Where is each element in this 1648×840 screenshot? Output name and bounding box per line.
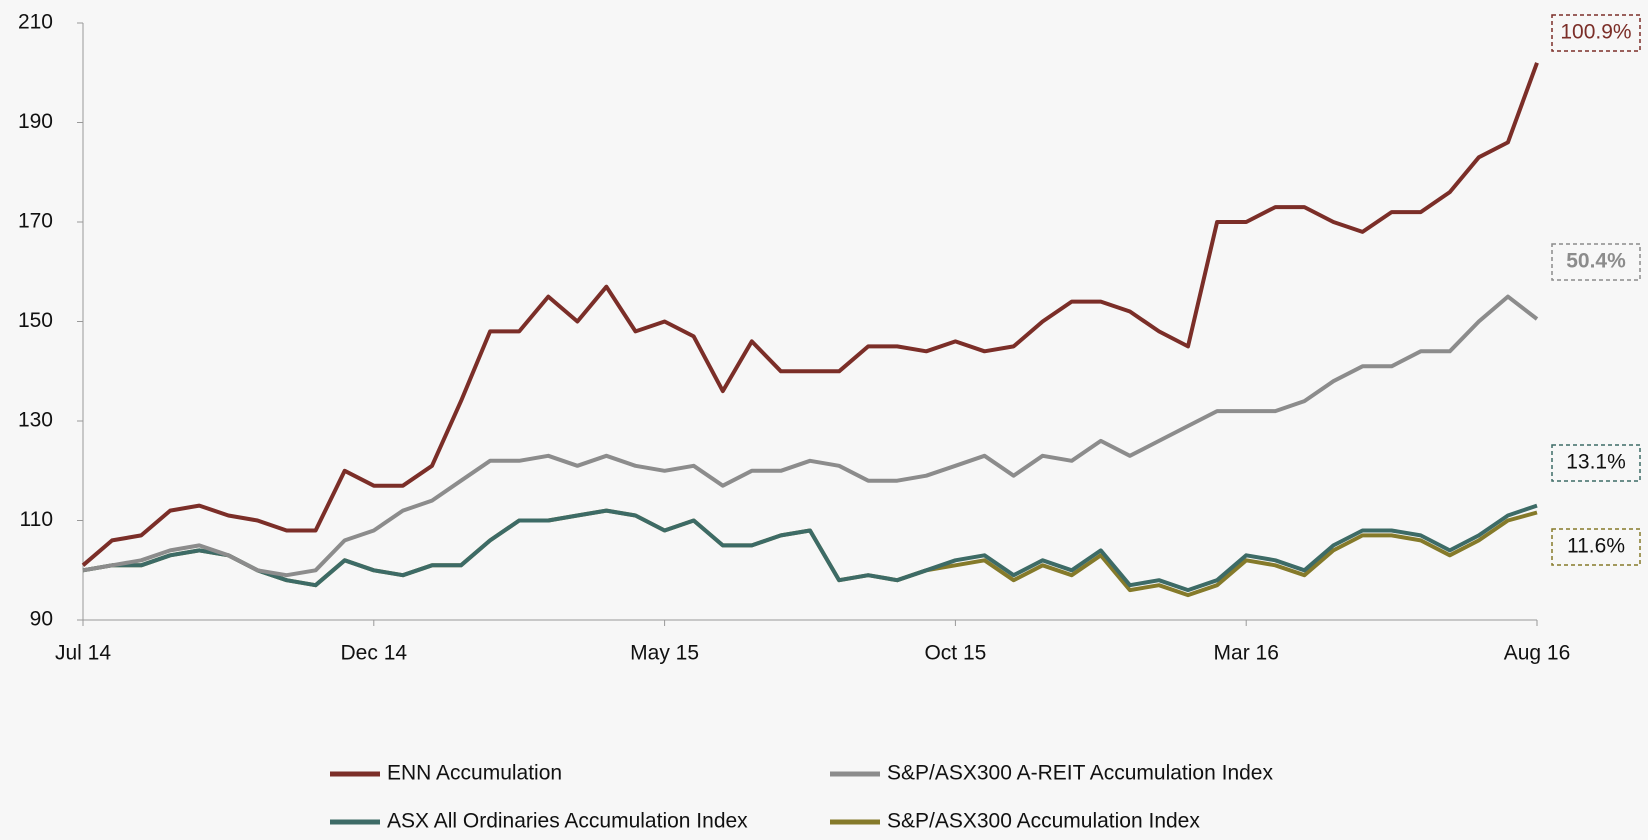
x-tick-label: May 15 [630, 642, 699, 665]
y-tick-label: 150 [18, 309, 53, 332]
x-tick-label: Dec 14 [341, 642, 408, 665]
series-line [82, 294, 1539, 578]
legend-label: S&P/ASX300 Accumulation Index [887, 810, 1200, 833]
end-label-box [1551, 14, 1641, 52]
end-label-box [1551, 444, 1641, 482]
legend-label: S&P/ASX300 A-REIT Accumulation Index [887, 762, 1273, 785]
x-tick-label: Aug 16 [1504, 642, 1571, 665]
end-label: 50.4% [1566, 250, 1626, 273]
y-tick-label: 90 [30, 608, 53, 631]
y-tick-label: 170 [18, 210, 53, 233]
y-tick-label: 110 [20, 508, 53, 531]
x-tick-label: Jul 14 [55, 642, 111, 665]
x-tick-label: Mar 16 [1214, 642, 1279, 665]
y-tick-label: 130 [18, 409, 53, 432]
legend-label: ENN Accumulation [387, 762, 562, 785]
end-label-box [1551, 528, 1641, 566]
series-line [81, 62, 1539, 567]
x-tick-label: Oct 15 [924, 642, 986, 665]
end-label: 11.6% [1567, 535, 1625, 558]
legend-label: ASX All Ordinaries Accumulation Index [387, 810, 748, 833]
y-tick-label: 190 [18, 110, 53, 133]
end-label-box [1551, 243, 1641, 281]
series-line [82, 503, 1538, 593]
y-tick-label: 210 [18, 11, 53, 34]
end-label: 100.9% [1560, 21, 1631, 44]
end-label: 13.1% [1566, 451, 1626, 474]
